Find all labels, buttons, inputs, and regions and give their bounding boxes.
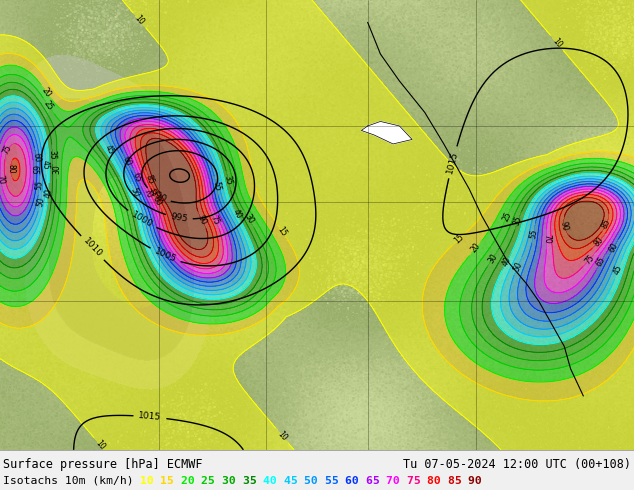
Text: 60: 60 [607, 242, 620, 254]
Text: 65: 65 [29, 165, 38, 175]
Text: 80: 80 [6, 164, 15, 174]
Text: 90: 90 [196, 214, 208, 226]
Text: 40: 40 [231, 208, 243, 220]
Text: 80: 80 [151, 195, 163, 207]
Text: 35: 35 [48, 149, 57, 160]
Text: 15: 15 [160, 476, 181, 486]
Text: 50: 50 [304, 476, 325, 486]
Text: 75: 75 [407, 476, 427, 486]
Text: Isotachs 10m (km/h): Isotachs 10m (km/h) [3, 476, 141, 486]
Text: 75: 75 [1, 144, 14, 156]
Text: 25: 25 [501, 210, 513, 223]
Text: 40: 40 [501, 255, 513, 268]
Text: 30: 30 [222, 476, 243, 486]
Text: 45: 45 [283, 476, 304, 486]
Text: 990: 990 [148, 188, 168, 204]
Text: 995: 995 [170, 212, 188, 223]
Text: 60: 60 [346, 476, 366, 486]
Text: 55: 55 [211, 180, 222, 192]
Text: 80: 80 [427, 476, 448, 486]
Text: 55: 55 [528, 228, 539, 239]
Text: 1015: 1015 [138, 412, 162, 422]
Text: 70: 70 [141, 188, 153, 200]
Text: 30: 30 [52, 164, 61, 174]
Text: 15: 15 [453, 232, 466, 245]
Text: 15: 15 [276, 225, 288, 238]
Text: 85: 85 [144, 173, 156, 186]
Text: 1010: 1010 [81, 237, 103, 259]
Text: 50: 50 [35, 196, 46, 207]
Text: 75: 75 [209, 214, 221, 226]
Text: 45: 45 [103, 144, 116, 156]
Text: 10: 10 [276, 429, 288, 442]
Text: 60: 60 [31, 152, 41, 163]
Text: 60: 60 [121, 155, 133, 168]
Text: 10: 10 [94, 439, 107, 452]
Text: 35: 35 [512, 215, 524, 227]
Text: 90: 90 [559, 221, 570, 232]
Text: 50: 50 [512, 260, 524, 272]
Text: 10: 10 [550, 36, 564, 49]
Text: 70: 70 [0, 174, 6, 185]
Text: 1005: 1005 [153, 247, 178, 265]
Text: 10: 10 [140, 476, 160, 486]
Text: 85: 85 [600, 217, 612, 229]
Text: 25: 25 [42, 99, 55, 113]
Text: 50: 50 [129, 187, 141, 199]
Text: 70: 70 [386, 476, 407, 486]
Text: 65: 65 [366, 476, 386, 486]
Text: 35: 35 [243, 476, 263, 486]
Text: 80: 80 [593, 235, 605, 248]
Text: 35: 35 [223, 174, 234, 186]
Text: 45: 45 [612, 263, 624, 275]
Text: 20: 20 [181, 476, 202, 486]
Text: 25: 25 [202, 476, 222, 486]
Text: 90: 90 [469, 476, 489, 486]
Text: 85: 85 [448, 476, 469, 486]
Polygon shape [361, 122, 412, 144]
Text: 40: 40 [44, 188, 53, 198]
Text: 30: 30 [486, 252, 499, 265]
Text: 30: 30 [242, 212, 255, 225]
Text: 1015: 1015 [446, 150, 460, 174]
Text: 45: 45 [41, 160, 51, 170]
Text: Surface pressure [hPa] ECMWF: Surface pressure [hPa] ECMWF [3, 458, 202, 471]
Text: 40: 40 [263, 476, 284, 486]
Text: 65: 65 [595, 255, 607, 268]
Text: 65: 65 [131, 171, 143, 183]
Text: 10: 10 [133, 14, 146, 27]
Text: 55: 55 [325, 476, 346, 486]
Text: 1000: 1000 [129, 210, 154, 230]
Text: Tu 07-05-2024 12:00 UTC (00+108): Tu 07-05-2024 12:00 UTC (00+108) [403, 458, 631, 471]
Text: 75: 75 [583, 252, 596, 266]
Text: 20: 20 [469, 242, 482, 255]
Text: 55: 55 [34, 180, 44, 191]
Text: 20: 20 [40, 86, 53, 99]
Text: 70: 70 [542, 234, 551, 244]
